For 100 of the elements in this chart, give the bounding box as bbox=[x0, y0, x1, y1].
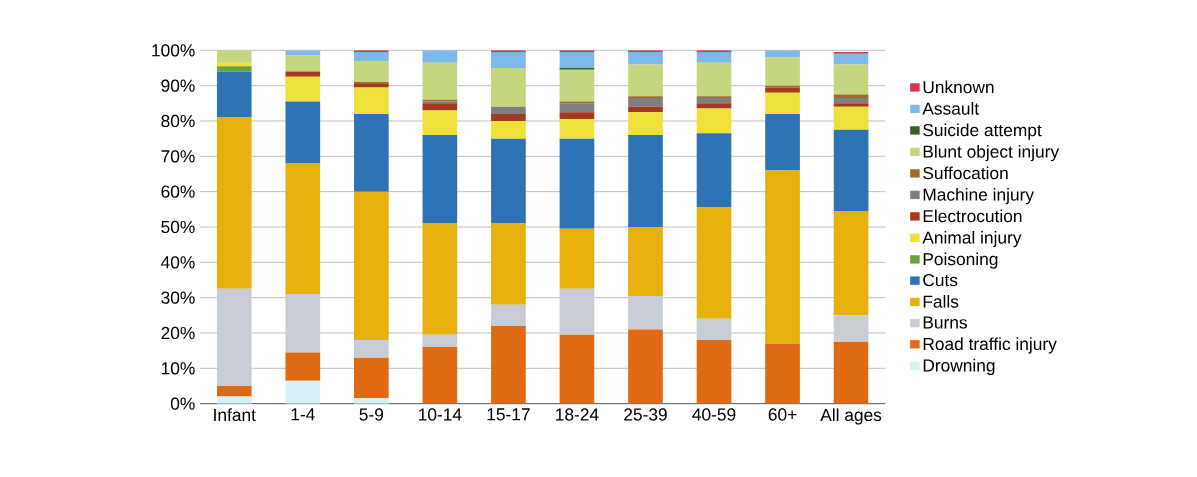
bar bbox=[216, 385, 252, 397]
bar bbox=[765, 57, 800, 86]
bar bbox=[696, 103, 732, 109]
bar bbox=[422, 50, 458, 63]
y-tick-label: 100% bbox=[152, 44, 195, 57]
x-tick-label: 1-4 bbox=[291, 408, 315, 421]
legend-label: Machine injury bbox=[923, 188, 1034, 205]
y-tick-label: 70% bbox=[161, 150, 195, 163]
bar bbox=[216, 66, 252, 72]
bar bbox=[354, 52, 389, 61]
bar bbox=[491, 67, 526, 107]
bar bbox=[422, 135, 458, 224]
bar bbox=[765, 343, 800, 404]
legend-label: Falls bbox=[923, 295, 959, 308]
bar bbox=[285, 163, 321, 295]
bar bbox=[216, 50, 252, 63]
bar bbox=[628, 64, 663, 97]
bar bbox=[491, 52, 526, 68]
bar bbox=[765, 113, 800, 171]
y-tick-label: 10% bbox=[161, 362, 195, 375]
bar bbox=[285, 380, 321, 404]
bar bbox=[285, 76, 321, 102]
bar bbox=[833, 64, 869, 95]
bar bbox=[696, 62, 732, 97]
bar bbox=[833, 341, 869, 404]
x-tick-label: Infant bbox=[214, 408, 256, 422]
bar bbox=[285, 352, 321, 381]
bar bbox=[354, 340, 389, 358]
bar bbox=[833, 129, 869, 212]
legend-label: Burns bbox=[923, 316, 967, 329]
bar bbox=[559, 138, 595, 229]
bar bbox=[285, 71, 321, 77]
legend-label: Unknown bbox=[923, 80, 994, 94]
bar bbox=[422, 223, 458, 335]
bar bbox=[833, 103, 869, 107]
bar bbox=[765, 170, 800, 344]
y-tick-label: 60% bbox=[161, 185, 195, 198]
bar bbox=[696, 52, 732, 63]
legend-label: Poisoning bbox=[923, 252, 998, 269]
x-tick-label: 15-17 bbox=[487, 408, 530, 421]
bar bbox=[354, 87, 389, 114]
x-tick-label: 5-9 bbox=[359, 408, 384, 421]
bar bbox=[491, 325, 526, 404]
bar bbox=[696, 108, 732, 134]
bar bbox=[833, 315, 869, 342]
bar bbox=[559, 103, 595, 113]
bar bbox=[628, 295, 663, 330]
bar bbox=[696, 318, 732, 341]
bar bbox=[285, 50, 321, 56]
bar bbox=[765, 87, 800, 93]
bar bbox=[354, 357, 389, 399]
bar bbox=[559, 334, 595, 404]
bar bbox=[422, 110, 458, 136]
y-tick-label: 90% bbox=[161, 79, 195, 92]
legend-label: Suicide attempt bbox=[923, 123, 1042, 140]
bar bbox=[696, 98, 732, 104]
bar bbox=[559, 119, 595, 139]
x-tick-label: 10-14 bbox=[419, 408, 462, 421]
bar bbox=[285, 101, 321, 164]
x-tick-label: 40-59 bbox=[692, 408, 736, 421]
bar bbox=[422, 103, 458, 111]
legend-label: Cuts bbox=[923, 273, 958, 287]
x-tick-label: 18-24 bbox=[556, 408, 599, 421]
bar bbox=[696, 340, 732, 404]
x-tick-label: All ages bbox=[820, 408, 882, 425]
bar bbox=[833, 98, 869, 104]
bar bbox=[628, 112, 663, 136]
bar bbox=[559, 52, 595, 68]
bar bbox=[491, 304, 526, 326]
bar bbox=[422, 347, 458, 404]
x-tick-label: 25-39 bbox=[624, 408, 667, 421]
bar bbox=[216, 71, 252, 118]
bar bbox=[833, 211, 869, 316]
bar bbox=[354, 113, 389, 192]
legend-label: Animal injury bbox=[922, 231, 1022, 248]
bar bbox=[559, 112, 595, 120]
bar bbox=[833, 94, 869, 99]
y-tick-label: 50% bbox=[161, 220, 195, 234]
bar bbox=[491, 106, 526, 114]
bar bbox=[491, 113, 526, 121]
y-tick-label: 30% bbox=[161, 291, 195, 304]
bar bbox=[216, 117, 252, 289]
bar bbox=[354, 191, 389, 341]
bar bbox=[765, 92, 800, 114]
legend-label: Suffocation bbox=[923, 166, 1008, 180]
bar bbox=[696, 133, 732, 208]
y-tick-label: 80% bbox=[161, 114, 195, 128]
bar bbox=[491, 138, 526, 224]
bar bbox=[833, 53, 869, 65]
bar bbox=[216, 288, 252, 386]
x-tick-label: 60+ bbox=[768, 408, 797, 421]
y-tick-label: 20% bbox=[161, 326, 195, 340]
bar bbox=[422, 62, 458, 100]
legend-label: Road traffic injury bbox=[923, 337, 1057, 354]
bar bbox=[833, 106, 869, 130]
bar bbox=[628, 106, 663, 113]
bar bbox=[354, 398, 389, 404]
bar bbox=[285, 294, 321, 353]
bar bbox=[628, 98, 663, 107]
bar bbox=[696, 207, 732, 319]
